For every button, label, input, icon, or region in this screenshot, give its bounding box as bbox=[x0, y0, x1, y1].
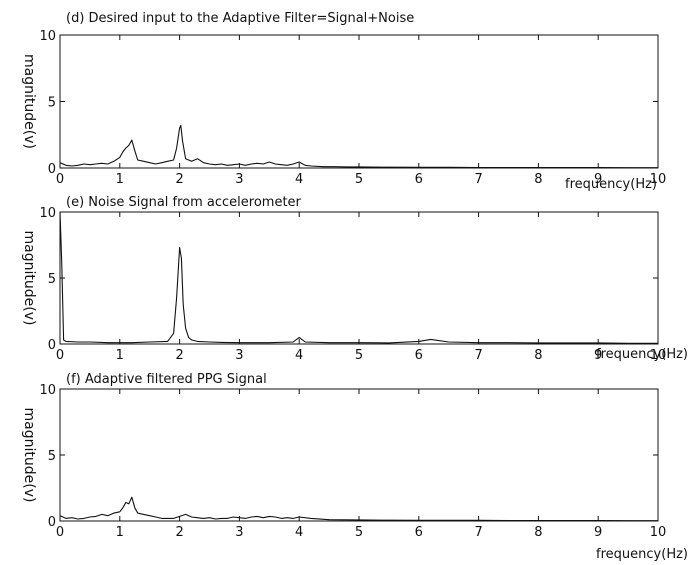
x-tick-label: 10 bbox=[650, 172, 667, 187]
x-tick-label: 10 bbox=[650, 348, 667, 363]
y-tick-label: 10 bbox=[39, 206, 56, 221]
x-tick-label: 6 bbox=[415, 348, 423, 363]
x-tick-label: 4 bbox=[295, 348, 303, 363]
x-tick-label: 5 bbox=[355, 348, 363, 363]
x-tick-label: 8 bbox=[534, 172, 542, 187]
x-tick-label: 3 bbox=[235, 525, 243, 540]
chart-title: (e) Noise Signal from accelerometer bbox=[66, 195, 302, 210]
series-line-1 bbox=[59, 124, 658, 169]
y-tick-label: 5 bbox=[48, 272, 56, 287]
x-tick-label: 2 bbox=[175, 172, 183, 187]
x-tick-label: 0 bbox=[56, 172, 64, 187]
x-tick-label: 1 bbox=[116, 348, 124, 363]
x-axis-label: frequency(Hz) bbox=[596, 347, 688, 362]
x-tick-label: 8 bbox=[534, 348, 542, 363]
y-tick-label: 10 bbox=[39, 383, 56, 398]
series-line-1 bbox=[59, 496, 658, 522]
x-axis-label: frequency(Hz) bbox=[596, 547, 688, 562]
y-tick-label: 5 bbox=[48, 96, 56, 111]
y-tick-label: 0 bbox=[48, 515, 56, 530]
x-tick-label: 5 bbox=[355, 525, 363, 540]
plot-frame bbox=[59, 34, 659, 169]
x-tick-label: 0 bbox=[56, 348, 64, 363]
y-tick-label: 0 bbox=[48, 338, 56, 353]
x-tick-label: 0 bbox=[56, 525, 64, 540]
x-tick-label: 6 bbox=[415, 172, 423, 187]
x-tick-label: 7 bbox=[474, 348, 482, 363]
x-tick-label: 7 bbox=[474, 172, 482, 187]
chart-panel-2: 0 1 2 3 4 5 6 7 8 9 10 0 5 10 (e) Noise Signal from ac… bbox=[21, 195, 688, 363]
x-tick-label: 4 bbox=[295, 172, 303, 187]
x-tick-label: 10 bbox=[650, 525, 667, 540]
y-axis-label: magnitude(v) bbox=[21, 408, 37, 503]
y-axis-label: magnitude(v) bbox=[21, 54, 37, 149]
chart-panel-1: 0 1 2 3 4 5 6 7 8 9 10 0 5 10 (d) Desired input to the… bbox=[21, 11, 666, 192]
x-axis-label: frequency(Hz) bbox=[565, 177, 657, 192]
x-tick-label: 4 bbox=[295, 525, 303, 540]
x-tick-label: 9 bbox=[594, 525, 602, 540]
x-tick-label: 9 bbox=[594, 348, 602, 363]
y-tick-label: 0 bbox=[48, 162, 56, 177]
x-tick-label: 6 bbox=[415, 525, 423, 540]
x-tick-label: 2 bbox=[175, 525, 183, 540]
plot-frame bbox=[59, 211, 659, 345]
x-tick-label: 9 bbox=[594, 172, 602, 187]
y-axis-label: magnitude(v) bbox=[21, 231, 37, 326]
x-tick-label: 3 bbox=[235, 348, 243, 363]
x-tick-label: 1 bbox=[116, 525, 124, 540]
plot-frame bbox=[59, 388, 659, 522]
chart-title: (d) Desired input to the Adaptive Filter… bbox=[66, 11, 414, 26]
x-tick-label: 7 bbox=[474, 525, 482, 540]
chart-title: (f) Adaptive filtered PPG Signal bbox=[66, 372, 267, 387]
x-tick-label: 8 bbox=[534, 525, 542, 540]
series-line-1 bbox=[59, 211, 658, 344]
x-tick-label: 3 bbox=[235, 172, 243, 187]
y-tick-label: 10 bbox=[39, 29, 56, 44]
x-tick-label: 1 bbox=[116, 172, 124, 187]
x-tick-label: 2 bbox=[175, 348, 183, 363]
y-tick-label: 5 bbox=[48, 449, 56, 464]
chart-panel-3: 0 1 2 3 4 5 6 7 8 9 10 0 5 10 (f) Adaptive filtered PP… bbox=[21, 372, 688, 562]
x-tick-label: 5 bbox=[355, 172, 363, 187]
